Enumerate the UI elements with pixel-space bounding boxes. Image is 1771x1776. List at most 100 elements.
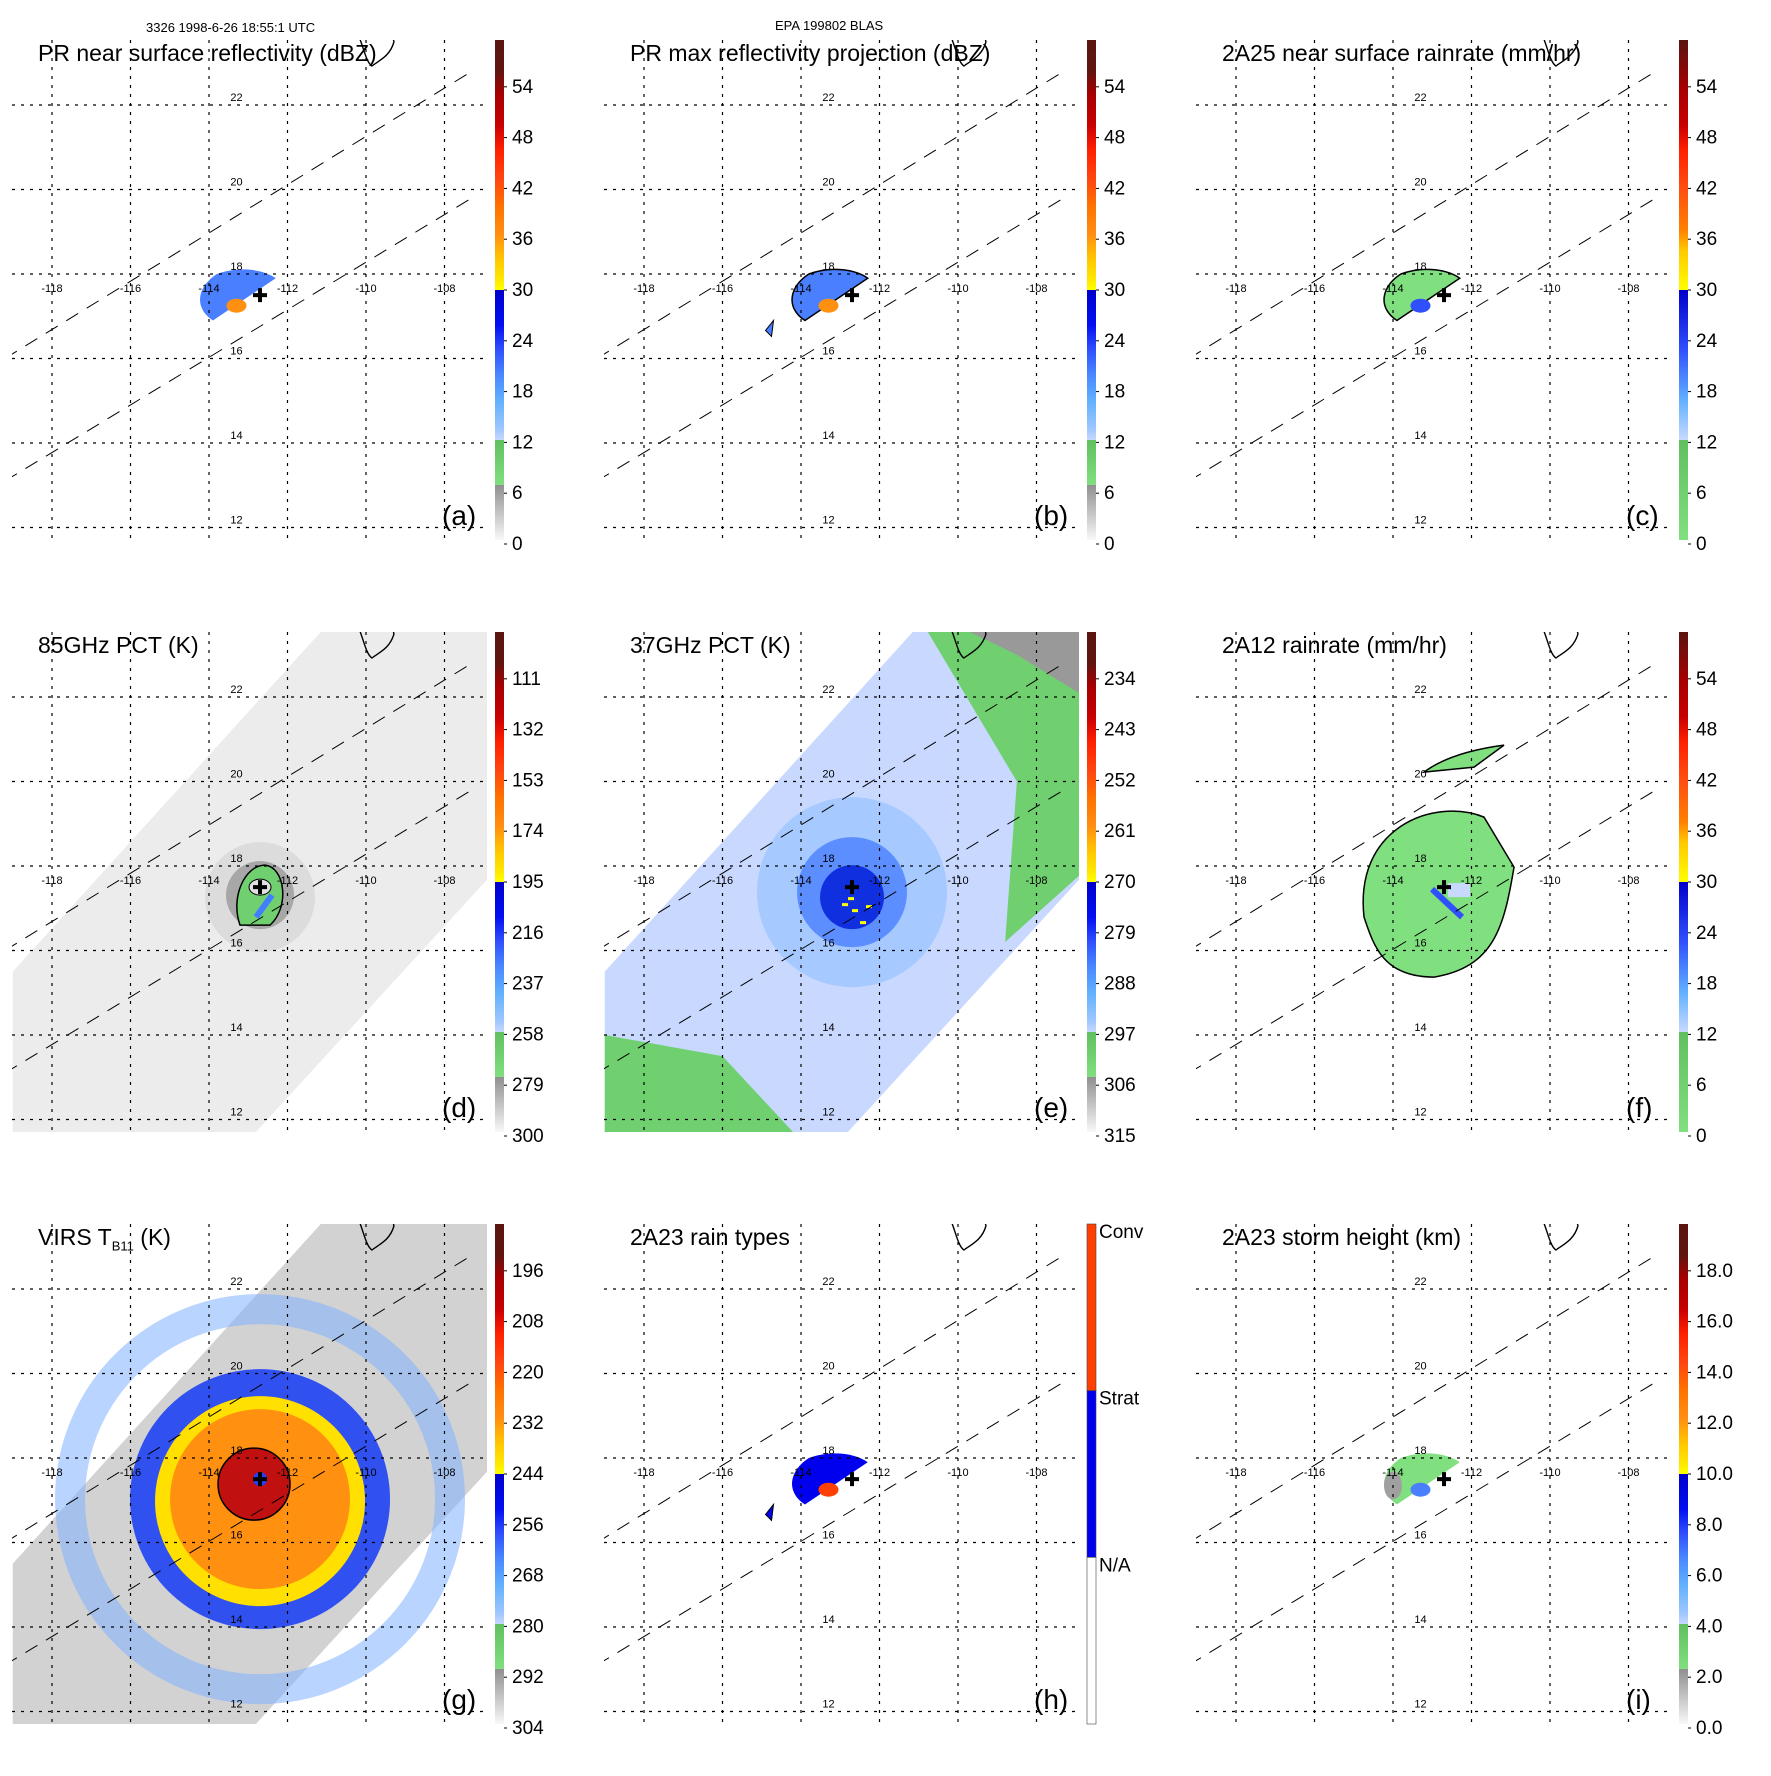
pr-echo-core xyxy=(226,298,247,313)
panel-h: -118 -116 -114 -112 -110 -108 22 20 18 16 14 12 Conv… xyxy=(592,1184,1184,1776)
lon-tick-label: -114 xyxy=(1382,875,1403,887)
lon-tick-label: -114 xyxy=(198,1467,219,1479)
lon-tick-label: -118 xyxy=(1225,1467,1246,1479)
panel-b: -118 -116 -114 -112 -110 -108 22 20 18 16 14 12 54 48… xyxy=(592,0,1184,592)
map-grid: -118 -116 -114 -112 -110 -108 22 20 18 16 14 12 xyxy=(1196,40,1671,540)
panel-f: -118 -116 -114 -112 -110 -108 22 20 18 16 14 12 54 48… xyxy=(1184,592,1771,1184)
colorbar-label: 196 xyxy=(512,1261,544,1282)
panel-i: -118 -116 -114 -112 -110 -108 22 20 18 16 14 12 18.0… xyxy=(1184,1184,1771,1776)
land-area xyxy=(969,632,1079,693)
colorbar-label: 0.0 xyxy=(1696,1718,1722,1739)
lon-tick-label: -112 xyxy=(277,283,298,295)
colorbar: Conv Strat N/A xyxy=(1086,1222,1144,1725)
lat-tick-label: 14 xyxy=(230,1022,242,1034)
storm-center-marker xyxy=(845,1472,860,1487)
colorbar-label: 297 xyxy=(1104,1024,1136,1045)
lon-tick-label: -114 xyxy=(198,283,219,295)
colorbar-label: 12 xyxy=(1696,432,1717,453)
colorbar-label: 208 xyxy=(512,1312,544,1333)
colorbar-label: 14.0 xyxy=(1696,1362,1733,1383)
lat-tick-label: 22 xyxy=(1414,1276,1426,1288)
ice-scattering-band xyxy=(253,893,275,919)
coldest-tops xyxy=(217,1447,291,1521)
coastline-baja xyxy=(1543,40,1579,67)
warm-ocean-area xyxy=(927,632,1079,943)
colorbar-label: 16.0 xyxy=(1696,1312,1733,1333)
lon-tick-label: -116 xyxy=(1304,875,1325,887)
colorbar-label: 270 xyxy=(1104,872,1136,893)
lon-tick-label: -108 xyxy=(1025,875,1047,887)
title-subscript: B11 xyxy=(111,1238,134,1254)
lat-tick-label: 22 xyxy=(1414,684,1426,696)
panel-label: (g) xyxy=(442,1684,477,1715)
pr-swath-edge xyxy=(1196,197,1657,478)
lat-tick-label: 14 xyxy=(230,1614,242,1626)
colorbar-label: 36 xyxy=(1696,821,1717,842)
storm-center-marker xyxy=(1437,288,1452,303)
warm-pixel xyxy=(842,903,849,907)
panel-plot: -118 -116 -114 -112 -110 -108 22 20 18 16 14 12 54 48… xyxy=(604,40,1126,555)
lon-tick-label: -110 xyxy=(947,1467,968,1479)
lon-tick-label: -108 xyxy=(433,1467,455,1479)
storm-center-marker xyxy=(845,288,860,303)
lat-tick-label: 12 xyxy=(1414,1699,1426,1711)
colorbar-label: 132 xyxy=(512,720,544,741)
lat-tick-label: 16 xyxy=(1414,938,1426,950)
lon-tick-label: -112 xyxy=(1461,875,1482,887)
colorbar-label: 237 xyxy=(512,974,544,995)
lon-tick-label: -116 xyxy=(120,283,141,295)
colorbar: 54 48 42 36 30 24 18 12 6 0 xyxy=(495,40,534,555)
panel-title: VIRS TB11 (K) xyxy=(38,1224,171,1254)
colorbar-label: 292 xyxy=(512,1667,544,1688)
colorbar-label: 54 xyxy=(1104,77,1126,98)
colorbar: 196 208 220 232 244 256 268 280 292 304 xyxy=(495,1224,544,1739)
panel-title: PR max reflectivity projection (dBZ) xyxy=(630,40,991,66)
panel-label: (b) xyxy=(1034,500,1069,531)
colorbar-bar xyxy=(495,40,504,540)
colorbar-label: Conv xyxy=(1099,1222,1144,1243)
panel-title: 85GHz PCT (K) xyxy=(38,632,199,658)
lon-tick-label: -108 xyxy=(1617,283,1639,295)
lat-tick-label: 14 xyxy=(230,430,242,442)
moderate-rain xyxy=(1448,883,1471,898)
pr-swath-edge xyxy=(1196,662,1657,947)
colorbar-label: 0 xyxy=(512,534,523,555)
map-grid: -118 -116 -114 -112 -110 -108 22 20 18 16 14 12 xyxy=(604,632,1079,1132)
pr-swath-edge xyxy=(604,197,1065,478)
panel-label: (d) xyxy=(442,1092,477,1123)
lon-tick-label: -118 xyxy=(633,875,654,887)
lat-tick-label: 20 xyxy=(822,1361,834,1373)
colorbar-label: 8.0 xyxy=(1696,1515,1722,1536)
lon-tick-label: -118 xyxy=(41,875,62,887)
lat-tick-label: 14 xyxy=(822,1614,834,1626)
lat-tick-label: 16 xyxy=(1414,1530,1426,1542)
orbit-time-header: 3326 1998-6-26 18:55:1 UTC xyxy=(146,20,316,35)
coastline-baja xyxy=(359,632,395,659)
lat-tick-label: 16 xyxy=(230,938,242,950)
lat-tick-label: 16 xyxy=(822,1530,834,1542)
colorbar-label: 153 xyxy=(512,770,544,791)
lat-tick-label: 14 xyxy=(822,430,834,442)
lat-tick-label: 22 xyxy=(822,684,834,696)
pr-echo-core xyxy=(1410,1482,1431,1497)
lon-tick-label: -116 xyxy=(120,1467,141,1479)
pr-swath-edge xyxy=(1196,789,1657,1070)
panel-title: 2A25 near surface rainrate (mm/hr) xyxy=(1222,40,1582,66)
colorbar-label: 6.0 xyxy=(1696,1566,1722,1587)
pr-echo xyxy=(200,269,276,321)
lat-tick-label: 12 xyxy=(1414,1107,1426,1119)
lat-tick-label: 22 xyxy=(230,92,242,104)
colorbar-label: 42 xyxy=(1104,178,1125,199)
colorbar-label: 268 xyxy=(512,1566,544,1587)
storm-center-marker xyxy=(253,288,268,303)
warm-pixel xyxy=(848,897,855,901)
lat-tick-label: 22 xyxy=(822,1276,834,1288)
lon-tick-label: -118 xyxy=(41,283,62,295)
lat-tick-label: 20 xyxy=(1414,177,1426,189)
coastline-baja xyxy=(1543,632,1579,659)
lon-tick-label: -112 xyxy=(869,283,890,295)
pr-swath-edge xyxy=(12,1254,473,1539)
panel-plot: -118 -116 -114 -112 -110 -108 22 20 18 16 14 12 54 48… xyxy=(1196,40,1718,555)
colorbar-label: 18 xyxy=(512,382,533,403)
colorbar: 111 132 153 174 195 216 237 258 279 300 xyxy=(495,632,544,1147)
